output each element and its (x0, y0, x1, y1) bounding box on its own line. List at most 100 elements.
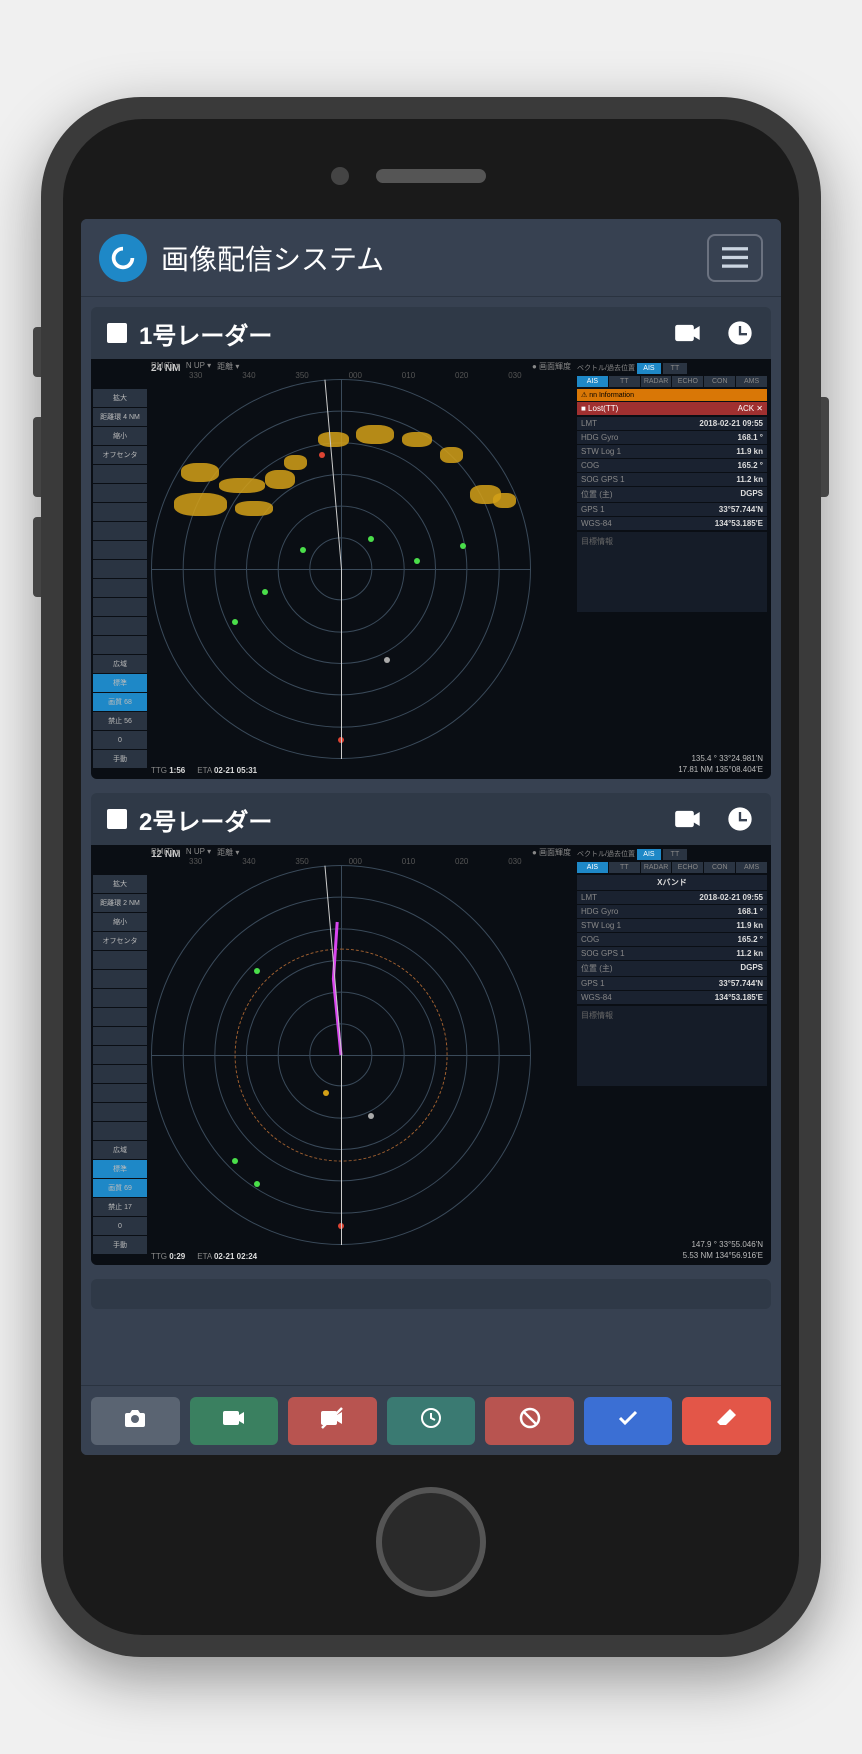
radar-tool-button[interactable] (93, 636, 147, 654)
radar-tool-button[interactable] (93, 541, 147, 559)
card-header: 1号レーダー (91, 307, 771, 359)
nav-data-row: 位置 (主)DGPS (577, 961, 767, 976)
ban-button[interactable] (485, 1397, 574, 1445)
side-tab[interactable]: ECHO (672, 376, 703, 387)
radar-tool-button[interactable]: 距離環 4 NM (93, 408, 147, 426)
radar-tool-button[interactable] (93, 1103, 147, 1121)
radar-tool-button[interactable] (93, 1027, 147, 1045)
radar-tool-button[interactable]: 手動 (93, 1236, 147, 1254)
side-tab[interactable]: AIS (577, 376, 608, 387)
phone-volume-up (33, 417, 41, 497)
nav-data-row: SOG GPS 111.2 kn (577, 473, 767, 486)
erase-button[interactable] (682, 1397, 771, 1445)
radar-tool-button[interactable]: 拡大 (93, 875, 147, 893)
radar-display[interactable]: 12 NM RM(T) ▾N UP ▾距離 ▾ ● 画面輝度 拡大距離環 2 N… (91, 845, 771, 1265)
radar-tool-button[interactable] (93, 970, 147, 988)
radar-card: 2号レーダー 12 NM RM(T) ▾N UP ▾距離 ▾ ● 画面輝度 拡大… (91, 793, 771, 1265)
side-tab[interactable]: RADAR (641, 376, 672, 387)
menu-button[interactable] (707, 234, 763, 282)
video-off-button[interactable] (288, 1397, 377, 1445)
band-label: Xバンド (577, 875, 767, 890)
radar-tool-button[interactable]: 画質 69 (93, 1179, 147, 1197)
clock-icon (419, 1406, 443, 1435)
phone-speaker-icon (376, 169, 486, 183)
radar-tool-button[interactable] (93, 484, 147, 502)
check-button[interactable] (584, 1397, 673, 1445)
video-icon[interactable] (673, 318, 703, 348)
radar-tool-button[interactable] (93, 503, 147, 521)
radar-plot: 330340350000010020030 (151, 865, 531, 1245)
clock-icon[interactable] (725, 318, 755, 348)
app-screen: 画像配信システム 1号レーダー 24 NM RM(T) ▾N UP ▾距離 ▾ … (81, 219, 781, 1455)
side-tab[interactable]: RADAR (641, 862, 672, 873)
side-tab[interactable]: AMS (736, 376, 767, 387)
stop-icon[interactable] (107, 809, 127, 829)
radar-left-toolbar: 拡大距離環 4 NM縮小オフセンタ広域標準画質 68禁止 560手動 (93, 389, 147, 768)
nav-data-row: HDG Gyro168.1 ° (577, 905, 767, 918)
radar-tool-button[interactable]: 禁止 17 (93, 1198, 147, 1216)
radar-tool-button[interactable]: 禁止 56 (93, 712, 147, 730)
side-tab[interactable]: AIS (577, 862, 608, 873)
vector-toggle[interactable]: AIS (637, 849, 661, 860)
target-info-panel: 目標情報 (577, 1006, 767, 1086)
radar-tool-button[interactable] (93, 579, 147, 597)
radar-tool-button[interactable] (93, 1065, 147, 1083)
side-tab[interactable]: TT (609, 376, 640, 387)
radar-tool-button[interactable]: 0 (93, 1217, 147, 1235)
radar-tool-button[interactable]: 縮小 (93, 913, 147, 931)
vector-toggle[interactable]: AIS (637, 363, 661, 374)
phone-frame: 画像配信システム 1号レーダー 24 NM RM(T) ▾N UP ▾距離 ▾ … (41, 97, 821, 1657)
nav-data-row: WGS-84134°53.185'E (577, 991, 767, 1004)
side-tab[interactable]: CON (704, 862, 735, 873)
radar-tool-button[interactable] (93, 1008, 147, 1026)
radar-tool-button[interactable] (93, 1046, 147, 1064)
bottom-toolbar (81, 1385, 781, 1455)
side-tab[interactable]: AMS (736, 862, 767, 873)
side-tab[interactable]: CON (704, 376, 735, 387)
radar-tool-button[interactable]: 標準 (93, 1160, 147, 1178)
ack-button[interactable]: ACK ✕ (738, 404, 763, 413)
clock-icon[interactable] (725, 804, 755, 834)
radar-tool-button[interactable] (93, 989, 147, 1007)
radar-tool-button[interactable]: 拡大 (93, 389, 147, 407)
card-title: 1号レーダー (139, 316, 651, 351)
feed-list[interactable]: 1号レーダー 24 NM RM(T) ▾N UP ▾距離 ▾ ● 画面輝度 拡大… (81, 297, 781, 1385)
camera-button[interactable] (91, 1397, 180, 1445)
radar-tool-button[interactable]: オフセンタ (93, 446, 147, 464)
vector-toggle[interactable]: TT (663, 363, 687, 374)
side-tab[interactable]: ECHO (672, 862, 703, 873)
nav-data-row: GPS 133°57.744'N (577, 977, 767, 990)
video-on-button[interactable] (190, 1397, 279, 1445)
radar-card: 1号レーダー 24 NM RM(T) ▾N UP ▾距離 ▾ ● 画面輝度 拡大… (91, 307, 771, 779)
nav-data-row: STW Log 111.9 kn (577, 919, 767, 932)
radar-tool-button[interactable]: 広域 (93, 1141, 147, 1159)
radar-tool-button[interactable]: 広域 (93, 655, 147, 673)
stop-icon[interactable] (107, 323, 127, 343)
radar-top-bar: RM(T) ▾N UP ▾距離 ▾ ● 画面輝度 (151, 847, 571, 858)
vector-toggle[interactable]: TT (663, 849, 687, 860)
phone-mute-switch (33, 327, 41, 377)
radar-tool-button[interactable]: 標準 (93, 674, 147, 692)
alert-banner: ⚠ nn Information (577, 389, 767, 401)
clock-button[interactable] (387, 1397, 476, 1445)
card-header: 2号レーダー (91, 793, 771, 845)
radar-tool-button[interactable] (93, 465, 147, 483)
phone-home-button[interactable] (376, 1487, 486, 1597)
video-icon[interactable] (673, 804, 703, 834)
radar-display[interactable]: 24 NM RM(T) ▾N UP ▾距離 ▾ ● 画面輝度 拡大距離環 4 N… (91, 359, 771, 779)
radar-tool-button[interactable]: 距離環 2 NM (93, 894, 147, 912)
radar-tool-button[interactable]: オフセンタ (93, 932, 147, 950)
radar-bottom-status: TTG 1:56 ETA 02-21 05:31 (151, 766, 571, 775)
radar-tool-button[interactable] (93, 951, 147, 969)
radar-tool-button[interactable] (93, 598, 147, 616)
side-tab[interactable]: TT (609, 862, 640, 873)
radar-tool-button[interactable] (93, 617, 147, 635)
radar-tool-button[interactable]: 画質 68 (93, 693, 147, 711)
radar-tool-button[interactable] (93, 1122, 147, 1140)
radar-tool-button[interactable]: 手動 (93, 750, 147, 768)
radar-tool-button[interactable]: 0 (93, 731, 147, 749)
radar-tool-button[interactable] (93, 1084, 147, 1102)
radar-tool-button[interactable] (93, 560, 147, 578)
radar-tool-button[interactable] (93, 522, 147, 540)
radar-tool-button[interactable]: 縮小 (93, 427, 147, 445)
